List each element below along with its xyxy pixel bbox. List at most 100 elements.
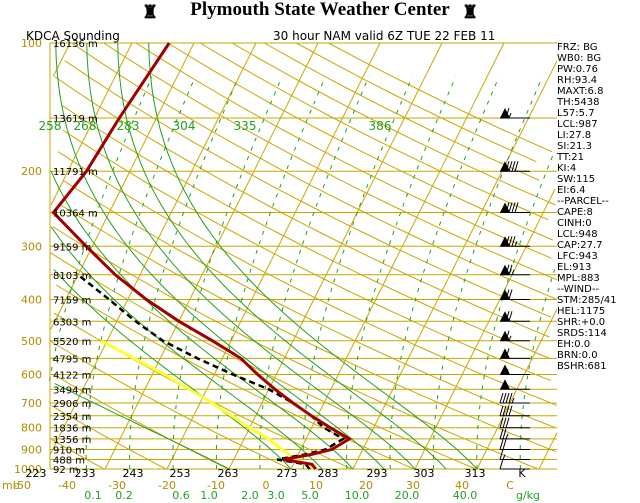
mixing-ratio-tick-label: 20.0 — [395, 489, 420, 502]
index-line: --WIND-- — [557, 284, 600, 295]
dry-adiabat-line — [50, 438, 105, 470]
mixing-ratio-tick-label: 10.0 — [345, 489, 370, 502]
temperature-tick-label: 30 — [406, 479, 420, 492]
mixing-ratio-line — [85, 76, 196, 470]
pressure-tick-label: 700 — [21, 397, 42, 410]
dry-adiabat-line — [103, 42, 557, 281]
index-line: WB0: BG — [557, 53, 602, 64]
isotherm-line — [352, 60, 557, 470]
theta-tick-label: 263 — [218, 467, 239, 480]
dry-adiabat-line — [58, 151, 557, 407]
wind-barb — [499, 449, 530, 461]
height-label: 11791 m — [53, 167, 98, 178]
index-line: BSHR:681 — [557, 361, 607, 372]
wind-barb-flag — [500, 202, 510, 213]
theta-tick-label: K — [518, 467, 526, 480]
dry-adiabat-line — [167, 42, 553, 241]
dry-adiabat-line — [56, 284, 415, 470]
wind-barb-full — [502, 439, 507, 450]
valid-time-label: 30 hour NAM valid 6Z TUE 22 FEB 11 — [273, 29, 495, 43]
mixing-ratio-line — [215, 76, 326, 470]
index-line: SRDS:114 — [557, 328, 607, 339]
mixing-ratio-line — [346, 76, 457, 470]
theta-tick-label: 303 — [414, 467, 435, 480]
height-label: 92 m — [53, 465, 79, 476]
mixing-ratio-tick-label: 3.0 — [267, 489, 285, 502]
dry-adiabat-line — [231, 42, 556, 206]
index-line: HEL:1175 — [557, 306, 606, 317]
temperature-tick-label: -20 — [158, 479, 176, 492]
wind-barb-full — [508, 202, 513, 213]
theta-tick-label: 253 — [170, 467, 191, 480]
temperature-tick-label: -30 — [108, 479, 126, 492]
dry-adiabat-line — [64, 60, 552, 318]
wind-barb-full — [508, 311, 513, 322]
index-line: L57:5.7 — [557, 108, 595, 119]
wind-barb-flag — [500, 264, 510, 275]
height-label: 1356 m — [53, 435, 91, 446]
isotherm-line — [104, 42, 319, 470]
theta-top-label: 335 — [234, 119, 257, 133]
index-line: --PARCEL-- — [557, 196, 609, 207]
moist-adiabat-line — [86, 42, 416, 470]
wind-barb-full — [505, 236, 510, 247]
wind-barb-flag — [500, 379, 510, 390]
index-line: CAPE:8 — [557, 207, 593, 218]
temperature-tick-label: 40 — [455, 479, 469, 492]
wind-barb-full — [505, 348, 510, 359]
dry-adiabat-line — [263, 42, 540, 181]
wind-barb-half — [511, 397, 515, 404]
wind-barb-full — [499, 458, 504, 470]
temperature-tick-label: 0 — [263, 479, 270, 492]
height-label: 16136 m — [53, 39, 98, 50]
wind-barb — [500, 379, 530, 390]
height-label: 6303 m — [53, 317, 91, 328]
theta-top-label: 304 — [173, 119, 196, 133]
index-line: FRZ: BG — [557, 42, 598, 53]
wind-barb-full — [508, 161, 513, 172]
index-line: TT:21 — [557, 152, 585, 163]
dry-adiabats — [49, 42, 557, 470]
temperature-tick-label: -40 — [58, 479, 76, 492]
wind-barb-full — [505, 330, 510, 341]
mixing-ratio-line — [389, 76, 500, 470]
dry-adiabat-line — [61, 104, 550, 359]
index-line: LFC:943 — [557, 251, 598, 262]
isotherm-line — [52, 42, 71, 77]
theta-tick-label: 293 — [367, 467, 388, 480]
index-line: KI:4 — [557, 163, 577, 174]
index-line: SW:115 — [557, 174, 596, 185]
wind-barb-full — [502, 417, 507, 428]
mixing-ratio-line — [259, 76, 370, 470]
isotherms — [49, 42, 557, 470]
wind-barb — [500, 107, 530, 119]
theta-top-label: 258 — [39, 119, 62, 133]
wind-barb — [499, 439, 530, 451]
dewpoint-line — [77, 273, 346, 470]
moist-adiabat-line — [148, 42, 478, 470]
wind-barb — [500, 289, 530, 300]
isotherm-line — [290, 42, 505, 470]
wind-barbs — [499, 107, 530, 470]
wind-barb-half — [505, 433, 509, 440]
isotherm-line — [166, 42, 381, 470]
mixing-ratio-tick-label: 0.2 — [115, 489, 133, 502]
mixing-ratio-tick-label: 0.6 — [172, 489, 190, 502]
wind-barb-full — [508, 392, 513, 404]
wind-barb-full — [511, 161, 516, 172]
wind-barb-half — [514, 241, 518, 247]
pressure-tick-label: 300 — [21, 240, 42, 253]
theta-tick-label: 313 — [465, 467, 486, 480]
wind-barb-flag — [500, 348, 510, 359]
height-label: 5520 m — [53, 337, 91, 348]
wind-barb-full — [505, 107, 510, 119]
pennant-left-icon: ♜ — [142, 2, 159, 23]
wind-barb-full — [508, 264, 513, 275]
wind-barb-full — [499, 439, 504, 450]
wind-barb-half — [502, 454, 506, 460]
theta-tick-label: 273 — [277, 467, 298, 480]
index-line: LI:27.8 — [557, 130, 592, 141]
height-label: 8103 m — [53, 271, 91, 282]
theta-top-label: 283 — [117, 119, 140, 133]
